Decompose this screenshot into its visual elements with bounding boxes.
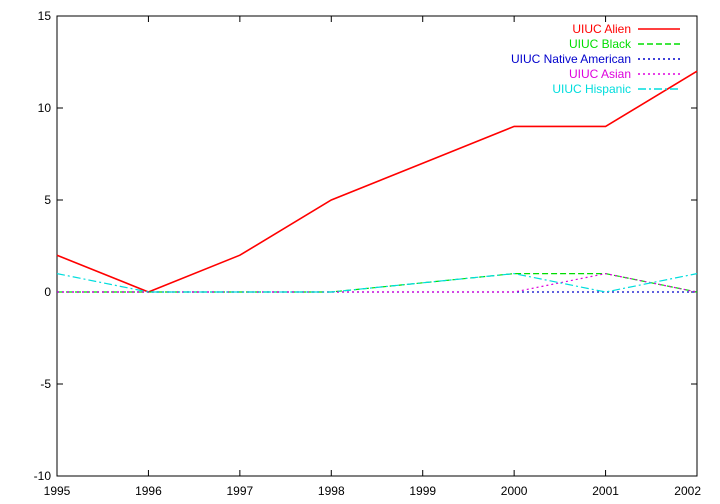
legend-label: UIUC Asian — [569, 67, 631, 81]
x-tick-label: 2001 — [592, 484, 619, 498]
legend-label: UIUC Black — [569, 37, 632, 51]
legend-label: UIUC Hispanic — [552, 82, 631, 96]
x-tick-label: 2002 — [674, 484, 701, 498]
y-tick-label: -5 — [40, 377, 51, 391]
series-line-uiuc-alien — [56, 70, 698, 293]
axis-ticks: -10 -5 0 5 10 15 1995 1996 1997 1998 1999 2000 2001 2… — [34, 9, 702, 498]
y-tick-label: 15 — [38, 9, 52, 23]
plot-frame — [56, 15, 698, 477]
series-line-uiuc-hispanic — [56, 272, 698, 293]
y-tick-label: 5 — [44, 193, 51, 207]
series-line-uiuc-asian — [57, 272, 698, 293]
y-tick-label: 10 — [38, 101, 52, 115]
x-tick-label: 1995 — [44, 484, 71, 498]
x-tick-label: 2000 — [501, 484, 528, 498]
y-tick-label: -10 — [34, 469, 52, 483]
y-tick-label: 0 — [44, 285, 51, 299]
series-line-uiuc-black — [57, 273, 698, 293]
x-tick-label: 1997 — [227, 484, 254, 498]
legend-label: UIUC Native American — [511, 52, 631, 66]
series-lines — [56, 70, 698, 293]
x-tick-label: 1996 — [135, 484, 162, 498]
legend-label: UIUC Alien — [572, 22, 631, 36]
x-tick-label: 1999 — [409, 484, 436, 498]
x-tick-label: 1998 — [318, 484, 345, 498]
